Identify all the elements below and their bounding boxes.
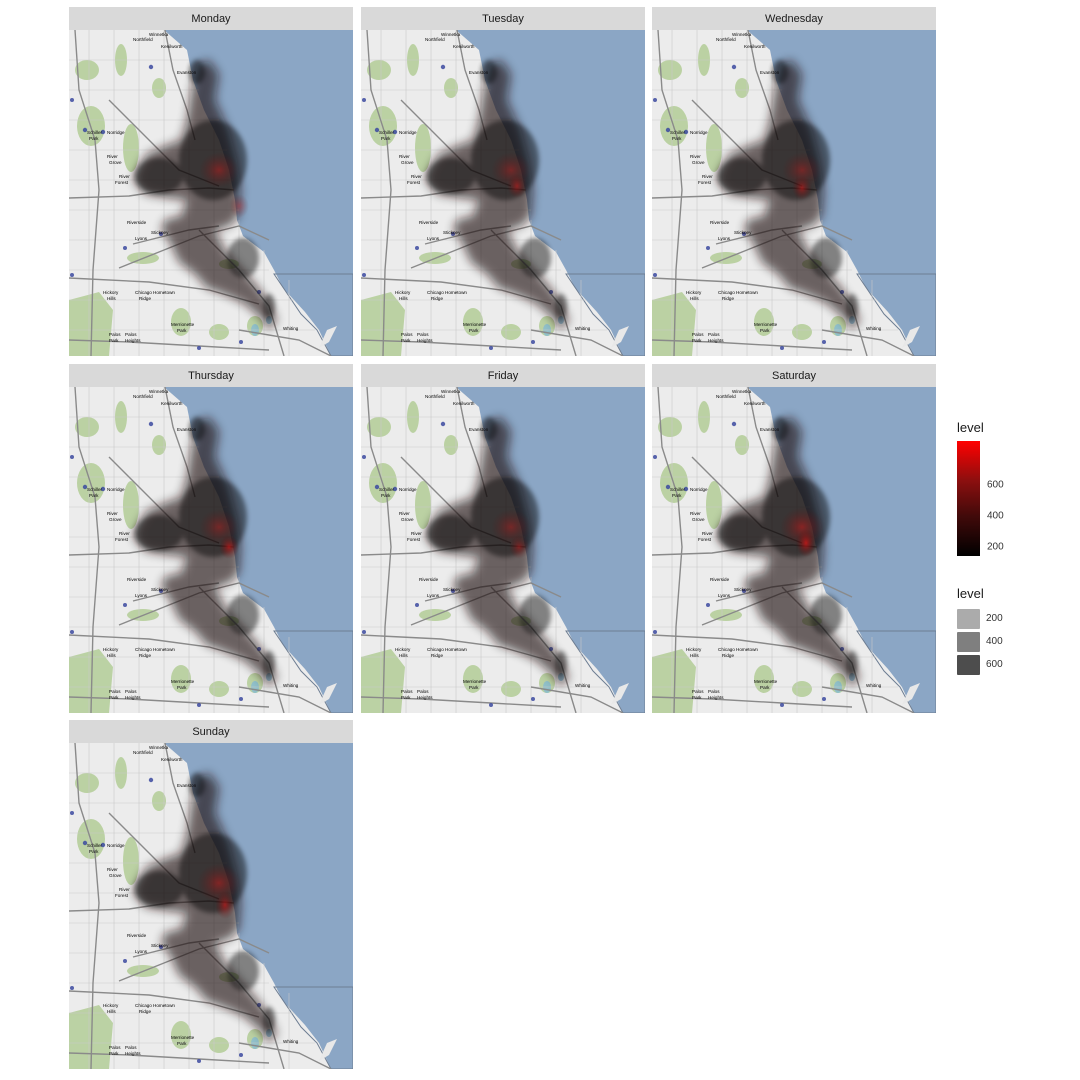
legend-fill-title: level bbox=[957, 420, 984, 435]
map-saturday[interactable] bbox=[652, 387, 936, 713]
legend-alpha-label: 600 bbox=[986, 659, 1003, 670]
panel-monday: Monday bbox=[69, 7, 353, 356]
legend-alpha-key bbox=[957, 631, 980, 652]
legend-alpha-label: 400 bbox=[986, 636, 1003, 647]
legend-alpha-item: 600 bbox=[957, 653, 1003, 676]
facet-label: Thursday bbox=[69, 364, 353, 387]
colorbar-tick-label: 400 bbox=[987, 510, 1004, 522]
panel-saturday: Saturday bbox=[652, 364, 936, 713]
legend-fill: level 600 400 200 bbox=[957, 420, 1004, 556]
facet-label: Sunday bbox=[69, 720, 353, 743]
colorbar-gradient bbox=[957, 441, 980, 556]
facet-label: Monday bbox=[69, 7, 353, 30]
legend-alpha: level 200 400 600 bbox=[957, 586, 1003, 676]
panel-friday: Friday bbox=[361, 364, 645, 713]
colorbar-tick bbox=[980, 485, 985, 486]
legend-alpha-item: 200 bbox=[957, 607, 1003, 630]
map-friday[interactable] bbox=[361, 387, 645, 713]
map-tuesday[interactable] bbox=[361, 30, 645, 356]
colorbar-tick bbox=[980, 547, 985, 548]
panel-sunday: Sunday bbox=[69, 720, 353, 1069]
facet-label: Saturday bbox=[652, 364, 936, 387]
map-monday[interactable] bbox=[69, 30, 353, 356]
legend-alpha-item: 400 bbox=[957, 630, 1003, 653]
legend-alpha-key bbox=[957, 608, 980, 629]
legend-alpha-key bbox=[957, 654, 980, 675]
panel-thursday: Thursday bbox=[69, 364, 353, 713]
colorbar-tick-label: 200 bbox=[987, 541, 1004, 553]
colorbar-tick bbox=[980, 516, 985, 517]
map-wednesday[interactable] bbox=[652, 30, 936, 356]
colorbar-tick-label: 600 bbox=[987, 479, 1004, 491]
legend-alpha-title: level bbox=[957, 586, 984, 601]
map-sunday[interactable] bbox=[69, 743, 353, 1069]
map-thursday[interactable] bbox=[69, 387, 353, 713]
facet-label: Wednesday bbox=[652, 7, 936, 30]
panel-tuesday: Tuesday bbox=[361, 7, 645, 356]
panel-wednesday: Wednesday bbox=[652, 7, 936, 356]
colorbar: 600 400 200 bbox=[957, 441, 1004, 556]
facet-label: Friday bbox=[361, 364, 645, 387]
legend-alpha-label: 200 bbox=[986, 613, 1003, 624]
facet-label: Tuesday bbox=[361, 7, 645, 30]
